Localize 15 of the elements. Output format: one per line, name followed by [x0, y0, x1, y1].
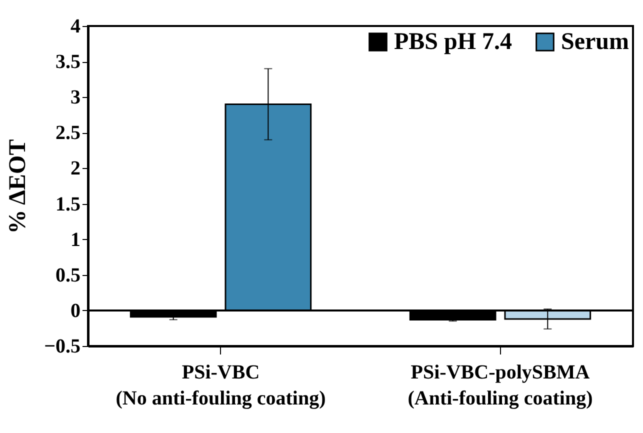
y-tick-label: −0.5: [44, 336, 80, 358]
y-tick-label: 2.5: [56, 122, 80, 144]
legend-label: Serum: [561, 29, 629, 55]
y-tick-label: 0: [70, 300, 80, 322]
y-axis-title: % ΔEOT: [5, 139, 32, 234]
y-tick-label: 3: [70, 86, 80, 109]
y-tick-label: 1.5: [56, 193, 80, 216]
x-tick-label: PSi-VBC (No anti-fouling coating): [116, 362, 326, 410]
y-tick-label: 0.5: [56, 264, 80, 286]
y-tick-label: 2: [70, 158, 80, 180]
legend-label: PBS pH 7.4: [394, 29, 512, 55]
y-tick-label: 4: [70, 16, 80, 38]
x-tick-label: PSi-VBC-polySBMA (Anti-fouling coating): [408, 362, 593, 410]
y-tick-label: 3.5: [56, 51, 80, 74]
y-tick-label: 1: [70, 228, 80, 251]
